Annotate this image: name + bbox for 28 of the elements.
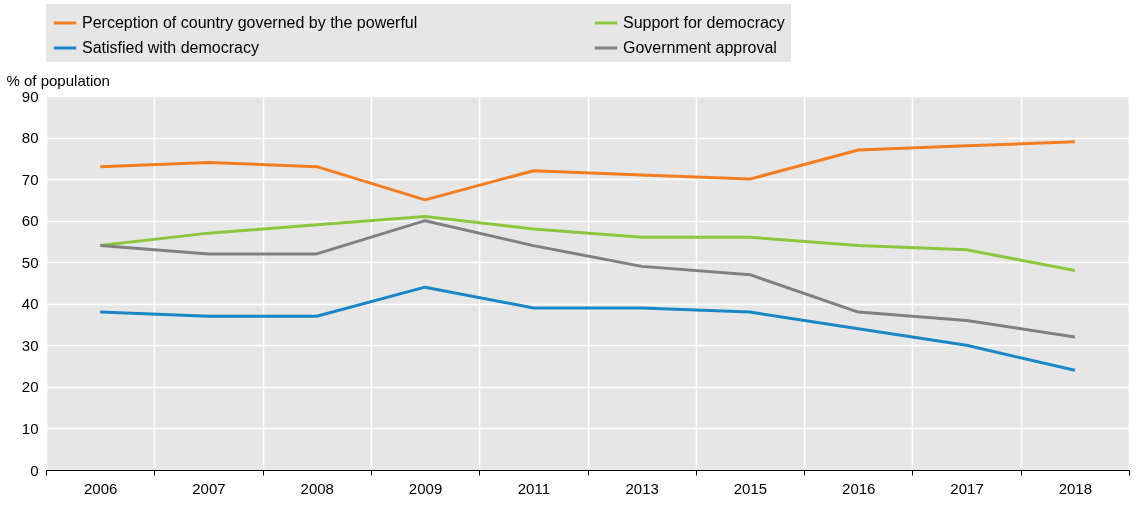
legend-label: Satisfied with democracy (82, 39, 259, 56)
y-tick-label: 10 (21, 419, 39, 437)
x-tick-label: 2013 (625, 479, 659, 497)
legend-label: Perception of country governed by the powerful (82, 14, 418, 31)
y-tick-label: 30 (21, 336, 39, 354)
x-tick-label: 2008 (300, 479, 334, 497)
y-axis-title: % of population (6, 71, 110, 89)
y-tick-label: 20 (21, 378, 39, 396)
line-series (98, 219, 1077, 339)
legend-label: Government approval (623, 39, 777, 56)
x-tick-label: 2009 (408, 479, 443, 497)
x-tick-label: 2018 (1058, 479, 1093, 497)
legend-label: Support for democracy (623, 14, 785, 31)
y-tick-label: 60 (21, 212, 39, 230)
y-tick-label: 70 (21, 170, 39, 188)
y-tick-label: 50 (21, 253, 39, 271)
x-tick-label: 2017 (950, 479, 984, 497)
y-tick-label: 90 (21, 87, 39, 105)
x-tick-label: 2015 (733, 479, 768, 497)
y-tick-label: 40 (21, 295, 39, 313)
y-tick-label: 0 (30, 461, 39, 479)
x-tick-label: 2007 (192, 479, 226, 497)
line-series (98, 285, 1077, 372)
x-tick-label: 2016 (842, 479, 876, 497)
line-series (98, 140, 1077, 202)
y-tick-label: 80 (21, 129, 39, 147)
x-tick-label: 2006 (83, 479, 118, 497)
x-tick-label: 2011 (517, 479, 550, 497)
